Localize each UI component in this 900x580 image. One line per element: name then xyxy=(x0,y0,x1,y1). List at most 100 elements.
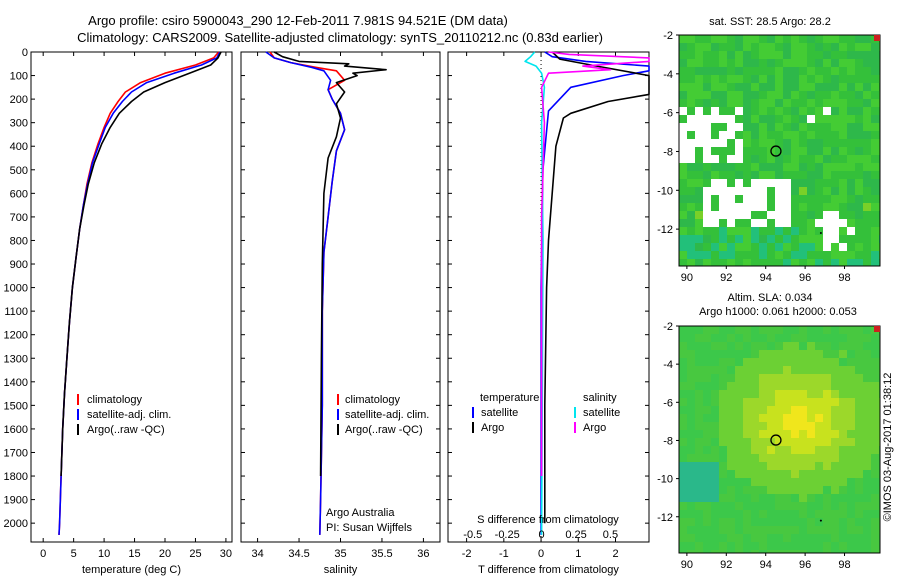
sla-map-cell xyxy=(823,422,831,430)
sla-map-cell xyxy=(727,478,735,486)
sla-map-cell xyxy=(703,438,711,446)
sla-map-ytick-label: -8 xyxy=(663,435,673,447)
sst-map-cell xyxy=(831,83,839,91)
sst-map-cell xyxy=(679,67,687,75)
sst-map-cell xyxy=(719,235,727,243)
sla-map-cell xyxy=(719,342,727,350)
sla-map-cell xyxy=(855,462,863,470)
sst-map-cell xyxy=(783,83,791,91)
sst-map-cell xyxy=(775,251,783,259)
sst-map-cell xyxy=(751,131,759,139)
sla-map-cell xyxy=(751,438,759,446)
sla-map-cell xyxy=(847,534,855,542)
sla-map-cell xyxy=(759,446,767,454)
sla-map-cell xyxy=(847,430,855,438)
sst-map-cell xyxy=(799,43,807,51)
sst-map-cell xyxy=(807,195,815,203)
sla-map-cell xyxy=(719,470,727,478)
sst-map-cell xyxy=(703,227,711,235)
sst-map-cell xyxy=(703,203,711,211)
sla-map-cell xyxy=(839,502,847,510)
sla-map-cell xyxy=(791,382,799,390)
salinity-series-argo-raw-qc- xyxy=(273,51,387,477)
sla-map-cell xyxy=(871,398,879,406)
sla-map-cell xyxy=(815,382,823,390)
sla-map-cell xyxy=(823,414,831,422)
sla-map-cell xyxy=(847,478,855,486)
sla-map-cell xyxy=(871,382,879,390)
sst-map-cell xyxy=(743,115,751,123)
sla-map-cell xyxy=(831,390,839,398)
sst-map-cell xyxy=(807,99,815,107)
sst-map-cell xyxy=(839,179,847,187)
sla-map-cell xyxy=(711,326,719,334)
sst-map-cell xyxy=(871,171,879,179)
sst-map-cell xyxy=(775,171,783,179)
difference-series-salinity-argo xyxy=(540,51,650,476)
temperature-ytick-label: 1400 xyxy=(4,377,28,389)
sst-map-cell xyxy=(823,91,831,99)
sst-map-cell xyxy=(831,163,839,171)
sla-map-cell xyxy=(791,390,799,398)
sst-map-cell xyxy=(847,43,855,51)
sst-map-cell xyxy=(799,219,807,227)
sst-map-cell xyxy=(831,67,839,75)
sla-map-cell xyxy=(783,542,791,550)
sla-map-cell xyxy=(711,486,719,494)
sla-map-cell xyxy=(807,534,815,542)
sla-map-cell xyxy=(847,438,855,446)
sst-map-cell xyxy=(711,35,719,43)
sst-map-cell xyxy=(855,75,863,83)
sst-map-cell xyxy=(719,91,727,99)
sst-map-cell xyxy=(687,83,695,91)
sla-map-cell xyxy=(695,358,703,366)
sla-map-cell xyxy=(823,526,831,534)
sst-map-cell xyxy=(847,123,855,131)
sst-map-cell xyxy=(719,179,727,187)
sst-map-cell xyxy=(839,91,847,99)
sla-map-cell xyxy=(703,366,711,374)
sst-map-cell xyxy=(799,131,807,139)
sla-map-cell xyxy=(735,334,743,342)
sla-map-cell xyxy=(751,350,759,358)
sla-map-cell xyxy=(735,478,743,486)
sla-map-cell xyxy=(743,366,751,374)
sst-map-cell xyxy=(687,195,695,203)
sla-map-cell xyxy=(743,382,751,390)
sst-map-cell xyxy=(815,107,823,115)
sla-map-cell xyxy=(815,534,823,542)
sla-map-cell xyxy=(831,502,839,510)
sla-map-cell xyxy=(831,342,839,350)
sla-map-cell xyxy=(815,430,823,438)
sst-map-cell xyxy=(831,43,839,51)
sst-map-cell xyxy=(751,227,759,235)
sst-map-cell xyxy=(711,67,719,75)
sla-map-cell xyxy=(735,406,743,414)
sla-map-cell xyxy=(823,550,831,553)
sla-map-cell xyxy=(743,494,751,502)
sla-map-cell xyxy=(703,326,711,334)
sla-map-cell xyxy=(791,510,799,518)
sst-map-cell xyxy=(791,131,799,139)
sla-map-cell xyxy=(807,518,815,526)
sla-map-cell xyxy=(751,358,759,366)
sst-map-cell xyxy=(799,163,807,171)
sst-map-title: sat. SST: 28.5 Argo: 28.2 xyxy=(709,16,831,28)
sla-map-cell xyxy=(679,470,687,478)
sla-map-cell xyxy=(839,454,847,462)
sst-map-cell xyxy=(735,107,743,115)
sst-map-cell xyxy=(783,203,791,211)
sla-map-cell xyxy=(863,390,871,398)
sst-map-cell xyxy=(823,59,831,67)
sla-map-cell xyxy=(775,502,783,510)
sla-map-cell xyxy=(871,358,879,366)
sst-map-cell xyxy=(847,219,855,227)
sla-map-cell xyxy=(871,542,879,550)
sla-map-cell xyxy=(783,526,791,534)
sst-map-cell xyxy=(679,227,687,235)
sla-map-cell xyxy=(695,350,703,358)
sla-map-cell xyxy=(807,542,815,550)
sst-map-cell xyxy=(847,211,855,219)
sla-map-cell xyxy=(735,366,743,374)
sst-map-cell xyxy=(751,203,759,211)
